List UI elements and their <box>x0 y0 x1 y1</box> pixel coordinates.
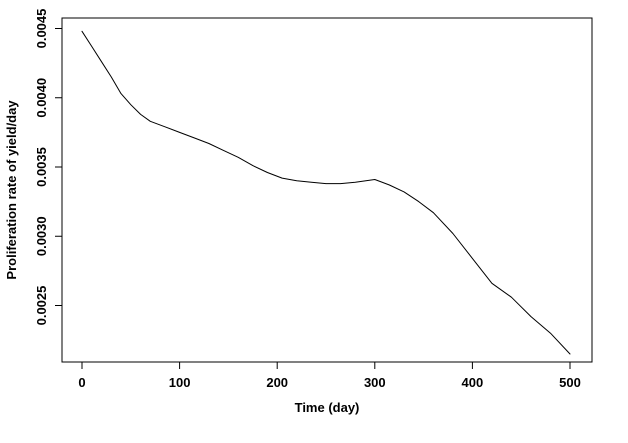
x-tick-label: 300 <box>364 375 386 390</box>
x-axis: 0 100 200 300 400 500 <box>78 362 581 390</box>
y-axis-title: Proliferation rate of yield/day <box>4 100 19 280</box>
plot-box <box>61 17 593 363</box>
x-tick-label: 0 <box>78 375 85 390</box>
x-axis-title: Time (day) <box>295 400 360 415</box>
x-tick-label: 200 <box>266 375 288 390</box>
x-tick-label: 500 <box>559 375 581 390</box>
y-axis: 0.0025 0.0030 0.0035 0.0040 0.0045 <box>34 9 62 326</box>
x-tick-label: 100 <box>169 375 191 390</box>
y-tick-label: 0.0035 <box>34 147 49 187</box>
y-tick-label: 0.0025 <box>34 286 49 326</box>
y-tick-label: 0.0040 <box>34 78 49 118</box>
y-tick-label: 0.0045 <box>34 9 49 49</box>
data-line <box>81 30 571 355</box>
x-tick-label: 400 <box>462 375 484 390</box>
y-tick-label: 0.0030 <box>34 216 49 256</box>
